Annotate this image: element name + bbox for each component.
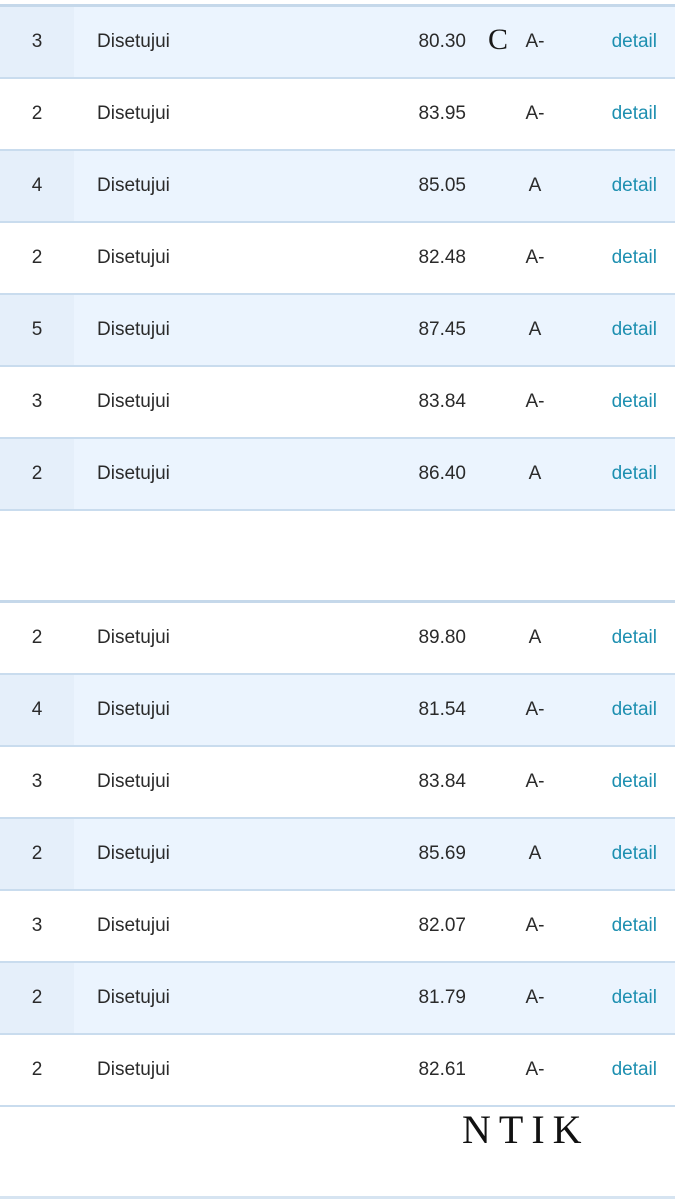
row-count: 5 xyxy=(31,319,43,340)
row-grade: A xyxy=(528,319,542,340)
row-number-cell-bg xyxy=(0,675,74,745)
table-row: 3 Disetujui 83.84 A-detail xyxy=(0,367,675,439)
row-number-cell-bg xyxy=(0,963,74,1033)
row-count: 3 xyxy=(31,391,43,412)
row-score: 89.80 xyxy=(418,627,466,648)
row-status: Disetujui xyxy=(97,1059,170,1080)
row-count: 3 xyxy=(31,915,43,936)
row-score: 86.40 xyxy=(418,463,466,484)
row-score: 82.48 xyxy=(418,247,466,268)
row-count: 2 xyxy=(31,987,43,1008)
overlay-text-ntik: NTIK xyxy=(462,1107,590,1152)
row-score: 80.30 xyxy=(418,31,466,52)
row-status: Disetujui xyxy=(97,31,170,52)
row-grade: A xyxy=(528,463,542,484)
row-score: 85.05 xyxy=(418,175,466,196)
table-row: 2 Disetujui 83.95 A-detail xyxy=(0,79,675,151)
row-score: 85.69 xyxy=(418,843,466,864)
row-score: 81.54 xyxy=(418,699,466,720)
row-score: 87.45 xyxy=(418,319,466,340)
row-status: Disetujui xyxy=(97,987,170,1008)
row-status: Disetujui xyxy=(97,915,170,936)
row-number-cell-bg xyxy=(0,7,74,77)
table-row: 3 Disetujui 82.07 A-detail xyxy=(0,891,675,963)
table-row: 2 Disetujui 82.61 A-detail xyxy=(0,1035,675,1107)
row-grade: A xyxy=(528,843,542,864)
row-grade: A- xyxy=(525,247,545,268)
table-row: 4 Disetujui 81.54 A-detail xyxy=(0,675,675,747)
row-grade: A xyxy=(528,627,542,648)
row-grade: A- xyxy=(525,915,545,936)
row-grade: A- xyxy=(525,771,545,792)
row-grade: A- xyxy=(525,699,545,720)
detail-link[interactable]: detail xyxy=(611,771,657,792)
row-count: 2 xyxy=(31,103,43,124)
detail-link[interactable]: detail xyxy=(611,103,657,124)
row-grade: A xyxy=(528,175,542,196)
row-grade: A- xyxy=(525,31,545,52)
row-grade: A- xyxy=(525,391,545,412)
row-status: Disetujui xyxy=(97,463,170,484)
row-count: 2 xyxy=(31,627,43,648)
row-status: Disetujui xyxy=(97,627,170,648)
detail-link[interactable]: detail xyxy=(611,1059,657,1080)
row-score: 83.95 xyxy=(418,103,466,124)
table-row: 2 Disetujui 82.48 A-detail xyxy=(0,223,675,295)
row-score: 82.07 xyxy=(418,915,466,936)
row-status: Disetujui xyxy=(97,103,170,124)
row-number-cell-bg xyxy=(0,295,74,365)
row-number-cell-bg xyxy=(0,151,74,221)
detail-link[interactable]: detail xyxy=(611,699,657,720)
detail-link[interactable]: detail xyxy=(611,247,657,268)
row-count: 2 xyxy=(31,1059,43,1080)
detail-link[interactable]: detail xyxy=(611,843,657,864)
row-status: Disetujui xyxy=(97,175,170,196)
row-count: 2 xyxy=(31,247,43,268)
row-status: Disetujui xyxy=(97,843,170,864)
detail-link[interactable]: detail xyxy=(611,319,657,340)
row-count: 3 xyxy=(31,771,43,792)
row-grade: A- xyxy=(525,1059,545,1080)
row-count: 4 xyxy=(31,699,43,720)
detail-link[interactable]: detail xyxy=(611,391,657,412)
row-score: 83.84 xyxy=(418,391,466,412)
detail-link[interactable]: detail xyxy=(611,463,657,484)
table-row: 3 Disetujui 83.84 A-detail xyxy=(0,747,675,819)
grades-table-top: 3 Disetujui 80.30 A-detail 2 Disetujui 83.95 A-… xyxy=(0,4,675,511)
row-count: 4 xyxy=(31,175,43,196)
row-status: Disetujui xyxy=(97,699,170,720)
row-grade: A- xyxy=(525,103,545,124)
table-row: 2 Disetujui 81.79 A-detail xyxy=(0,963,675,1035)
row-number-cell-bg xyxy=(0,819,74,889)
row-number-cell-bg xyxy=(0,439,74,509)
row-status: Disetujui xyxy=(97,391,170,412)
detail-link[interactable]: detail xyxy=(611,175,657,196)
row-count: 3 xyxy=(31,31,43,52)
row-score: 83.84 xyxy=(418,771,466,792)
row-status: Disetujui xyxy=(97,319,170,340)
row-count: 2 xyxy=(31,843,43,864)
detail-link[interactable]: detail xyxy=(611,915,657,936)
detail-link[interactable]: detail xyxy=(611,987,657,1008)
detail-link[interactable]: detail xyxy=(611,627,657,648)
row-count: 2 xyxy=(31,463,43,484)
row-grade: A- xyxy=(525,987,545,1008)
row-score: 82.61 xyxy=(418,1059,466,1080)
overlay-letter-c: C xyxy=(488,23,509,56)
row-status: Disetujui xyxy=(97,247,170,268)
table-row: 3 Disetujui 80.30 A-detail xyxy=(0,7,675,79)
row-score: 81.79 xyxy=(418,987,466,1008)
row-status: Disetujui xyxy=(97,771,170,792)
detail-link[interactable]: detail xyxy=(611,31,657,52)
bottom-divider xyxy=(0,1196,675,1199)
